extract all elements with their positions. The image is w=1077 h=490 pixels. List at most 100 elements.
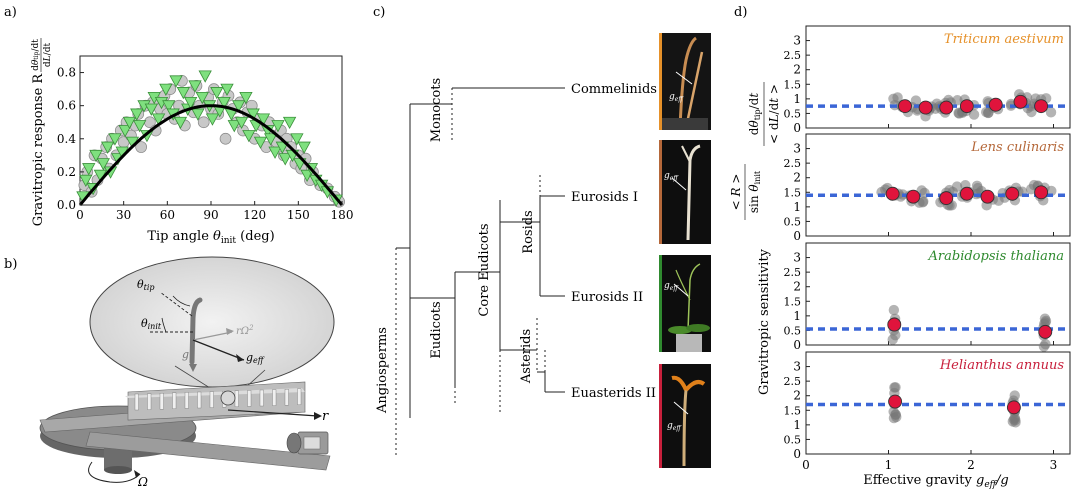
raw-data-point: [1010, 414, 1021, 426]
svg-text:dL/dt: dL/dt: [43, 43, 53, 68]
y-tick-label: 3: [793, 360, 801, 374]
y-tick-label: 0: [793, 229, 801, 243]
y-tick-label: 2.5: [784, 266, 802, 279]
clade-eudicots: Eudicots: [429, 301, 444, 358]
data-point-triangle: [159, 83, 173, 96]
plant-tube: [197, 391, 202, 409]
y-tick-label: 2: [793, 171, 801, 185]
y-tick-label: 2.5: [784, 375, 802, 388]
tip-eurosids-1: Eurosids I: [571, 190, 638, 205]
svg-text:< R >: < R >: [729, 174, 743, 211]
y-axis-label-r-over-sin: < R > sin θinit: [729, 164, 762, 220]
y-tick-label: 0.8: [57, 66, 76, 80]
plant-tube: [247, 390, 252, 407]
y-tick-label: 1: [793, 418, 801, 432]
plant-photo-eurosids-2: geff: [659, 255, 711, 352]
mean-point: [959, 99, 974, 114]
mean-point: [887, 317, 902, 332]
y-tick-label: 0.0: [57, 198, 76, 212]
panel-b-setup-illustration: θtip θinit rΩ2 g geff Ω r: [39, 256, 335, 489]
mean-point: [1006, 400, 1021, 415]
data-point-triangle: [96, 158, 110, 171]
raw-data-point: [888, 304, 900, 316]
tip-eurosids-2: Eurosids II: [571, 290, 643, 305]
x-tick-label: 2: [967, 458, 975, 472]
mean-point: [885, 186, 900, 201]
data-point-triangle: [242, 130, 256, 143]
plant-tube: [184, 392, 189, 409]
data-point-triangle: [100, 141, 115, 154]
raw-data-point: [888, 412, 900, 424]
g-label: g: [182, 348, 189, 361]
data-point-triangle: [220, 83, 234, 96]
phylogeny-tips: Commelinids Eurosids I Eurosids II Euast…: [571, 82, 657, 401]
raw-data-point: [983, 107, 994, 118]
data-point-triangle: [195, 91, 209, 105]
y-tick-label: 3: [793, 251, 801, 265]
plant-tube: [159, 393, 164, 410]
species-label: Triticum aestivum: [944, 32, 1064, 47]
zoom-bubble: [89, 256, 335, 388]
omega-label: Ω: [137, 475, 148, 489]
data-point-triangle: [227, 120, 241, 133]
plant-photo-commelinids: geff: [659, 33, 711, 130]
data-point-triangle: [275, 141, 289, 154]
clade-core-eudicots: Core Eudicots: [477, 223, 492, 316]
data-point-triangle: [264, 133, 278, 146]
mean-point: [906, 189, 921, 204]
panel-a-label: a): [4, 5, 17, 20]
data-point-triangle: [246, 108, 260, 121]
raw-data-point: [892, 92, 903, 103]
plant-tube: [259, 389, 264, 407]
mean-point: [1034, 99, 1049, 114]
x-tick-label: 180: [331, 208, 354, 222]
data-point-triangle: [290, 133, 304, 146]
data-point-triangle: [144, 103, 158, 116]
y-tick-label: 2: [793, 280, 801, 294]
plant-tube: [172, 392, 177, 409]
species-label: Lens culinaris: [970, 140, 1064, 155]
fit-curve: [78, 104, 344, 206]
centrifuge-arm-front: [85, 431, 331, 471]
raw-data-point: [917, 197, 928, 208]
svg-text:geff: geff: [664, 281, 679, 292]
y-axis-label-dtheta: dθtip/dt < dL/dt >: [747, 82, 781, 146]
clade-angiosperms: Angiosperms: [375, 327, 390, 414]
data-point-triangle: [256, 113, 271, 126]
data-point-triangle: [198, 70, 212, 83]
mean-point: [980, 189, 995, 204]
data-point-triangle: [82, 163, 96, 176]
y-tick-label: 3: [793, 34, 801, 48]
y-tick-label: 0.5: [784, 433, 802, 446]
x-tick-label: 60: [160, 208, 175, 222]
data-point-triangle: [89, 149, 103, 163]
panel-d-yaxis-label: Gravitropic sensitivity dθtip/dt < dL/dt…: [729, 82, 781, 395]
panel-c-phylogeny: [395, 87, 565, 455]
mean-point: [1034, 185, 1049, 200]
raw-data-point: [1025, 184, 1037, 195]
svg-text:geff: geff: [669, 92, 684, 103]
data-point-triangle: [79, 174, 93, 188]
plant-stem-zoom: [189, 297, 203, 365]
plant-tube: [234, 390, 239, 407]
raw-data-point: [1026, 106, 1037, 118]
x-tick-label: 120: [243, 208, 266, 222]
data-point-triangle: [234, 116, 249, 130]
panel-d-chart: 00.511.522.53 Triticum aestivum00.511.522…: [784, 25, 1071, 472]
x-tick-label: 0: [76, 208, 84, 222]
plant-tube: [272, 389, 277, 406]
y-tick-label: 1: [793, 200, 801, 214]
subplot-frame: [805, 133, 1071, 237]
data-point-triangle: [162, 100, 176, 113]
data-point-triangle: [278, 153, 292, 166]
y-axis-label-sensitivity: Gravitropic sensitivity: [757, 248, 772, 395]
svg-text:dθtip/dt: dθtip/dt: [31, 39, 41, 71]
panel-d-label: d): [734, 5, 747, 20]
plant-photo-euasterids-2: geff: [659, 364, 711, 468]
raw-data-point: [968, 109, 980, 120]
mean-point: [1038, 324, 1053, 339]
data-point-triangle: [217, 96, 231, 110]
data-point-triangle: [133, 120, 147, 133]
data-point-circle: [197, 116, 210, 129]
y-tick-label: 2.5: [784, 49, 802, 62]
